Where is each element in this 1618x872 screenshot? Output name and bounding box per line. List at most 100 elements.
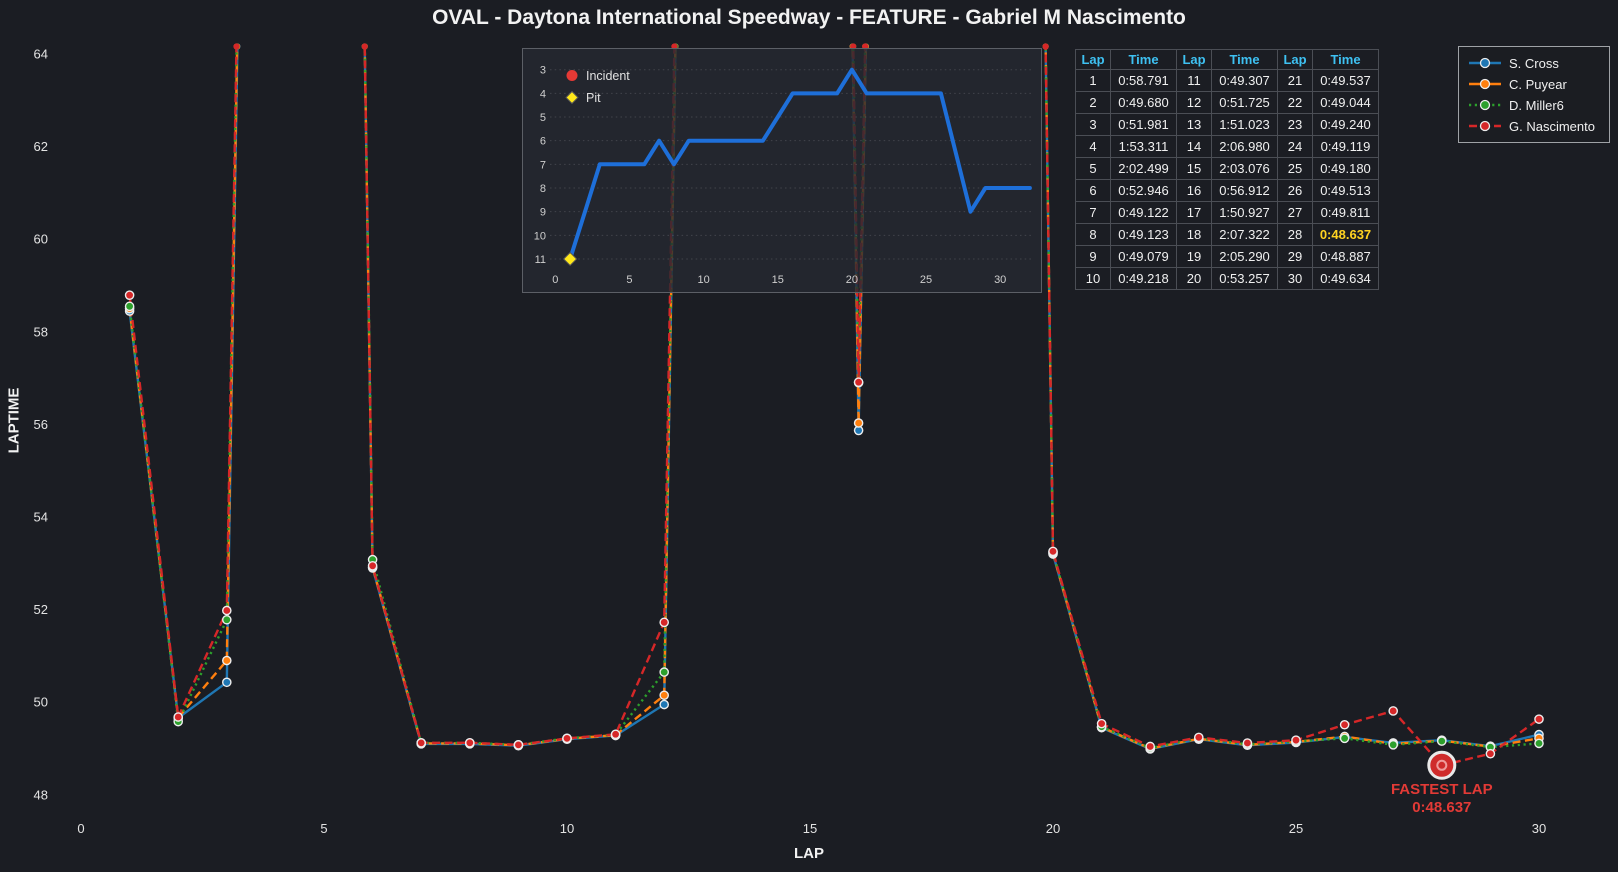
lap-number-cell: 12 [1176,91,1212,114]
table-row: 10 0:49.218 20 0:53.257 30 0:49.634 [1075,267,1379,290]
table-header-time: Time [1312,49,1379,70]
lap-number-cell: 24 [1277,135,1313,158]
lap-number-cell: 20 [1176,267,1212,290]
table-header-lap: Lap [1277,49,1313,70]
svg-text:10: 10 [560,821,574,836]
legend-marker [1469,120,1501,132]
table-row: 3 0:51.981 13 1:51.023 23 0:49.240 [1075,113,1379,136]
lap-number-cell: 3 [1075,113,1111,136]
svg-text:25: 25 [920,274,932,286]
lap-number-cell: 1 [1075,69,1111,92]
legend-marker [1469,57,1501,69]
lap-time-cell: 0:49.122 [1110,201,1177,224]
lap-time-cell: 0:49.123 [1110,223,1177,246]
lap-time-cell: 0:49.180 [1312,157,1379,180]
table-header-lap: Lap [1075,49,1111,70]
lap-number-cell: 5 [1075,157,1111,180]
legend-item: C. Puyear [1468,74,1609,95]
svg-text:60: 60 [34,232,48,247]
svg-text:62: 62 [34,139,48,154]
lap-number-cell: 29 [1277,245,1313,268]
lap-time-cell: 0:51.981 [1110,113,1177,136]
legend-label: G. Nascimento [1509,118,1595,134]
svg-text:7: 7 [540,159,546,171]
lap-time-cell: 0:49.240 [1312,113,1379,136]
svg-text:8: 8 [540,183,546,195]
legend-label: D. Miller6 [1509,97,1564,113]
lap-number-cell: 6 [1075,179,1111,202]
x-axis-label: LAP [794,845,824,862]
svg-text:15: 15 [803,821,817,836]
lap-time-cell: 0:49.079 [1110,245,1177,268]
lap-time-cell: 0:53.257 [1211,267,1278,290]
lap-time-cell: 0:49.218 [1110,267,1177,290]
lap-time-cell: 2:02.499 [1110,157,1177,180]
lap-time-cell: 0:49.119 [1312,135,1379,158]
svg-text:25: 25 [1289,821,1303,836]
svg-text:Incident: Incident [586,69,630,83]
table-row: 4 1:53.311 14 2:06.980 24 0:49.119 [1075,135,1379,158]
svg-text:54: 54 [34,510,48,525]
svg-text:52: 52 [34,602,48,617]
table-row: 8 0:49.123 18 2:07.322 28 0:48.637 [1075,223,1379,246]
svg-text:0: 0 [77,821,84,836]
page-title: OVAL - Daytona International Speedway - … [432,6,1186,29]
laptime-table: Lap Time Lap Time Lap Time 1 0:58.791 11 0:49.307… [1075,49,1379,290]
lap-number-cell: 13 [1176,113,1212,136]
legend-item: D. Miller6 [1468,95,1609,116]
lap-number-cell: 14 [1176,135,1212,158]
lap-number-cell: 16 [1176,179,1212,202]
svg-text:20: 20 [846,274,858,286]
series-legend: S. Cross C. Puyear D. Miller6 G. Nascimento [1458,46,1610,143]
lap-number-cell: 27 [1277,201,1313,224]
table-row: 7 0:49.122 17 1:50.927 27 0:49.811 [1075,201,1379,224]
pit-marker [562,251,578,267]
lap-time-cell: 0:48.637 [1312,223,1379,246]
svg-text:6: 6 [540,136,546,148]
position-inset-chart: 3 4 5 6 7 8 9 10 11 0 5 10 15 20 25 30 Incident Pit [522,48,1042,293]
lap-time-cell: 0:49.634 [1312,267,1379,290]
lap-time-cell: 1:51.023 [1211,113,1278,136]
lap-number-cell: 11 [1176,69,1212,92]
lap-number-cell: 9 [1075,245,1111,268]
table-header-time: Time [1211,49,1278,70]
lap-number-cell: 2 [1075,91,1111,114]
lap-time-cell: 0:49.307 [1211,69,1278,92]
lap-time-cell: 1:53.311 [1110,135,1177,158]
svg-text:64: 64 [34,47,48,62]
lap-number-cell: 30 [1277,267,1313,290]
lap-time-cell: 0:58.791 [1110,69,1177,92]
fastest-lap-label: FASTEST LAP [1391,781,1493,798]
svg-text:30: 30 [994,274,1006,286]
svg-text:30: 30 [1532,821,1546,836]
svg-text:58: 58 [34,324,48,339]
lap-number-cell: 8 [1075,223,1111,246]
lap-number-cell: 18 [1176,223,1212,246]
lap-time-cell: 2:05.290 [1211,245,1278,268]
lap-time-cell: 0:51.725 [1211,91,1278,114]
lap-time-cell: 0:49.513 [1312,179,1379,202]
lap-number-cell: 19 [1176,245,1212,268]
lap-number-cell: 26 [1277,179,1313,202]
lap-time-cell: 2:06.980 [1211,135,1278,158]
table-header-lap: Lap [1176,49,1212,70]
lap-number-cell: 28 [1277,223,1313,246]
lap-time-cell: 0:49.044 [1312,91,1379,114]
legend-label: C. Puyear [1509,76,1567,92]
svg-text:48: 48 [34,787,48,802]
legend-label: S. Cross [1509,55,1559,71]
legend-item: S. Cross [1468,53,1609,74]
svg-text:9: 9 [540,207,546,219]
lap-number-cell: 17 [1176,201,1212,224]
fastest-lap-time: 0:48.637 [1412,799,1471,816]
svg-text:3: 3 [540,65,546,77]
svg-text:4: 4 [540,88,546,100]
svg-text:15: 15 [772,274,784,286]
svg-text:Pit: Pit [586,91,601,105]
svg-text:10: 10 [534,230,546,242]
table-row: 6 0:52.946 16 0:56.912 26 0:49.513 [1075,179,1379,202]
svg-text:50: 50 [34,695,48,710]
lap-number-cell: 15 [1176,157,1212,180]
